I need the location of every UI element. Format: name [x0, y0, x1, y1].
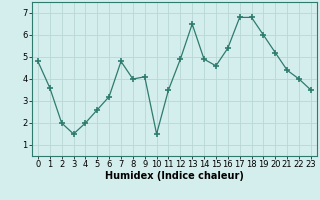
X-axis label: Humidex (Indice chaleur): Humidex (Indice chaleur) — [105, 171, 244, 181]
